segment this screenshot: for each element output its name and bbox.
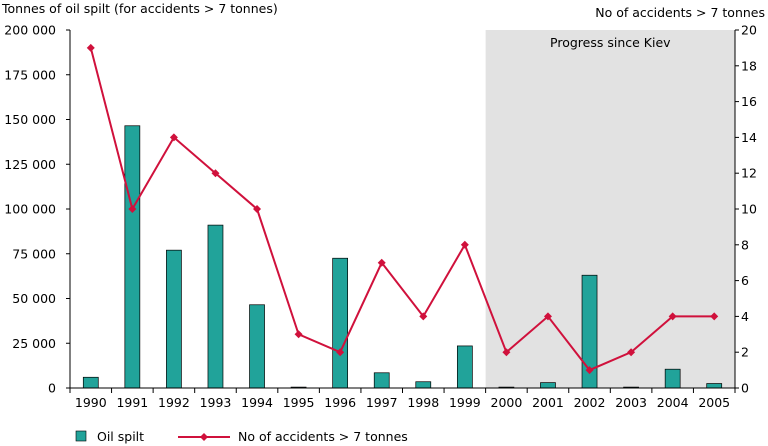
right-tick-label: 14	[741, 130, 757, 145]
bar-oil-spilt-1998	[415, 381, 432, 389]
bar-oil-spilt-1992	[166, 249, 182, 389]
left-tick-label: 125 000	[4, 157, 56, 172]
x-tick-label: 1990	[75, 395, 107, 410]
shaded-region	[485, 30, 735, 388]
point-accidents-1995	[294, 330, 303, 339]
point-accidents-1993	[211, 169, 220, 178]
right-axis-ticks: 0 2 4 6 8 10 12 14 16 18 20	[735, 23, 757, 396]
x-tick-label: 1996	[324, 395, 356, 410]
left-axis-title: Tonnes of oil spilt (for accidents > 7 t…	[1, 1, 278, 16]
legend: Oil spilt No of accidents > 7 tonnes	[75, 429, 408, 444]
left-tick-label: 100 000	[4, 202, 56, 217]
bar-oil-spilt-1999	[456, 345, 473, 389]
x-axis-ticks: 1990 1991 1992 1993 1994 1995 1996 1997 1998 1999…	[69, 388, 736, 410]
right-tick-label: 16	[741, 94, 757, 109]
right-tick-label: 12	[741, 166, 757, 181]
x-tick-label: 1997	[366, 395, 398, 410]
right-tick-label: 6	[741, 273, 749, 288]
x-tick-label: 1999	[449, 395, 481, 410]
line-series-accidents	[86, 43, 719, 375]
point-accidents-1997	[377, 258, 386, 267]
point-accidents-2002	[585, 366, 594, 375]
point-accidents-1990	[86, 43, 95, 52]
point-accidents-1996	[336, 348, 345, 357]
point-accidents-2004	[668, 312, 677, 321]
right-tick-label: 2	[741, 345, 749, 360]
x-tick-label: 2005	[698, 395, 730, 410]
bar-oil-spilt-1991	[124, 125, 141, 389]
line-accidents	[89, 47, 715, 372]
bar-oil-spilt-2005	[706, 383, 723, 389]
point-accidents-1998	[419, 312, 428, 321]
x-tick-label: 2004	[657, 395, 689, 410]
x-tick-label: 1991	[116, 395, 148, 410]
left-tick-label: 175 000	[4, 67, 56, 82]
shaded-region-label: Progress since Kiev	[550, 35, 671, 50]
point-accidents-2003	[627, 348, 636, 357]
left-tick-label: 50 000	[12, 291, 56, 306]
point-accidents-2005	[710, 312, 719, 321]
legend-swatch-oil-spilt	[75, 430, 87, 442]
left-tick-label: 0	[48, 381, 56, 396]
right-axis-title: No of accidents > 7 tonnes	[595, 5, 765, 20]
bar-oil-spilt-1990	[82, 376, 99, 389]
legend-marker-accidents	[200, 433, 208, 441]
bar-oil-spilt-1993	[207, 224, 224, 389]
left-axis-ticks: 0 25 000 50 000 75 000 100 000 125 000 150 000…	[4, 23, 70, 396]
x-tick-label: 1998	[407, 395, 439, 410]
right-tick-label: 18	[741, 58, 757, 73]
point-accidents-2001	[543, 312, 552, 321]
x-tick-label: 2000	[491, 395, 523, 410]
x-tick-label: 2002	[574, 395, 606, 410]
bar-oil-spilt-1996	[332, 257, 349, 389]
left-tick-label: 25 000	[12, 336, 56, 351]
legend-label-oil-spilt: Oil spilt	[97, 429, 144, 444]
bar-oil-spilt-2004	[664, 368, 681, 389]
point-accidents-1999	[460, 240, 469, 249]
right-tick-label: 8	[741, 237, 749, 252]
x-tick-label: 2001	[532, 395, 564, 410]
left-tick-label: 200 000	[4, 23, 56, 38]
bar-oil-spilt-2001	[540, 382, 556, 389]
point-accidents-1991	[128, 205, 137, 213]
right-tick-label: 4	[741, 309, 749, 324]
x-tick-label: 2003	[615, 395, 647, 410]
x-tick-label: 1994	[241, 395, 273, 410]
point-accidents-1992	[169, 133, 178, 142]
point-accidents-2000	[502, 348, 511, 357]
bar-oil-spilt-1997	[373, 372, 390, 389]
x-tick-label: 1995	[283, 395, 315, 410]
right-tick-label: 20	[741, 23, 757, 38]
right-tick-label: 10	[741, 202, 757, 217]
point-accidents-1994	[253, 205, 262, 213]
x-tick-label: 1993	[200, 395, 232, 410]
left-tick-label: 150 000	[4, 112, 56, 127]
left-tick-label: 75 000	[12, 246, 56, 261]
x-tick-label: 1992	[158, 395, 190, 410]
bar-oil-spilt-1994	[249, 304, 265, 389]
right-tick-label: 0	[741, 381, 749, 396]
legend-label-accidents: No of accidents > 7 tonnes	[238, 429, 408, 444]
